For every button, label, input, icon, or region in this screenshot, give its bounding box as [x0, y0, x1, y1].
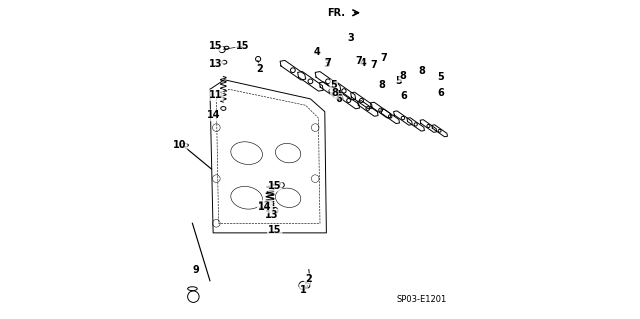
Text: 15: 15	[209, 41, 223, 51]
Text: 7: 7	[324, 58, 331, 68]
Text: 2: 2	[256, 63, 263, 74]
Text: 15: 15	[268, 225, 282, 235]
Text: 13: 13	[209, 59, 223, 69]
Text: 14: 14	[258, 202, 271, 212]
Text: 3: 3	[347, 33, 354, 43]
Text: 9: 9	[192, 264, 199, 275]
Text: 15: 15	[268, 181, 282, 191]
Text: 8: 8	[419, 66, 426, 76]
Text: SP03-E1201: SP03-E1201	[397, 295, 447, 304]
Text: 12: 12	[259, 201, 272, 211]
Text: 5: 5	[330, 80, 337, 91]
Text: 14: 14	[207, 110, 221, 121]
Text: 6: 6	[335, 94, 342, 104]
Text: 8: 8	[379, 80, 386, 90]
Text: 5: 5	[437, 71, 444, 82]
Text: 11: 11	[209, 90, 223, 100]
Text: 2: 2	[305, 274, 312, 284]
Text: 5: 5	[396, 76, 403, 86]
Text: 4: 4	[360, 58, 367, 68]
Text: 7: 7	[380, 53, 387, 63]
Text: 3: 3	[323, 59, 330, 69]
Text: 6: 6	[401, 91, 407, 101]
Text: 7: 7	[355, 56, 362, 66]
Text: 6: 6	[438, 88, 445, 98]
Text: 8: 8	[331, 88, 338, 99]
Text: 13: 13	[266, 210, 279, 220]
Text: 15: 15	[236, 41, 250, 51]
Text: 7: 7	[371, 60, 378, 70]
Text: FR.: FR.	[328, 8, 346, 18]
Text: 10: 10	[173, 140, 186, 150]
Text: 4: 4	[314, 47, 320, 57]
Text: 8: 8	[399, 71, 406, 81]
Text: 1: 1	[300, 285, 307, 295]
